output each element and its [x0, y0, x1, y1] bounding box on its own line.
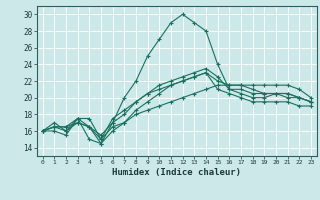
X-axis label: Humidex (Indice chaleur): Humidex (Indice chaleur) [112, 168, 241, 177]
